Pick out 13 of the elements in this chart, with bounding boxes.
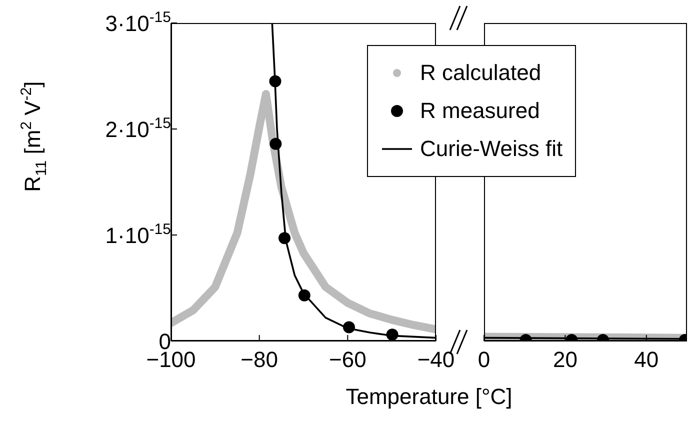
legend-label: R calculated bbox=[420, 59, 542, 87]
x-tick-label: 40 bbox=[634, 347, 659, 372]
x-tick-label: −80 bbox=[240, 347, 278, 372]
y-tick-label: 1·10$^{-15}$ bbox=[105, 221, 171, 248]
legend-label: R measured bbox=[420, 97, 540, 125]
x-tick-label: −40 bbox=[417, 347, 455, 372]
x-tick-label: −60 bbox=[329, 347, 366, 372]
y-tick-label: 3·10$^{-15}$ bbox=[105, 9, 171, 36]
x-axis-title: Temperature [°C] bbox=[344, 384, 514, 410]
x-tick-label: 20 bbox=[552, 347, 578, 372]
y-tick-label: 2·10$^{-15}$ bbox=[105, 115, 171, 142]
x-tick-label: 0 bbox=[478, 347, 490, 372]
legend-label: Curie-Weiss fit bbox=[420, 135, 563, 163]
